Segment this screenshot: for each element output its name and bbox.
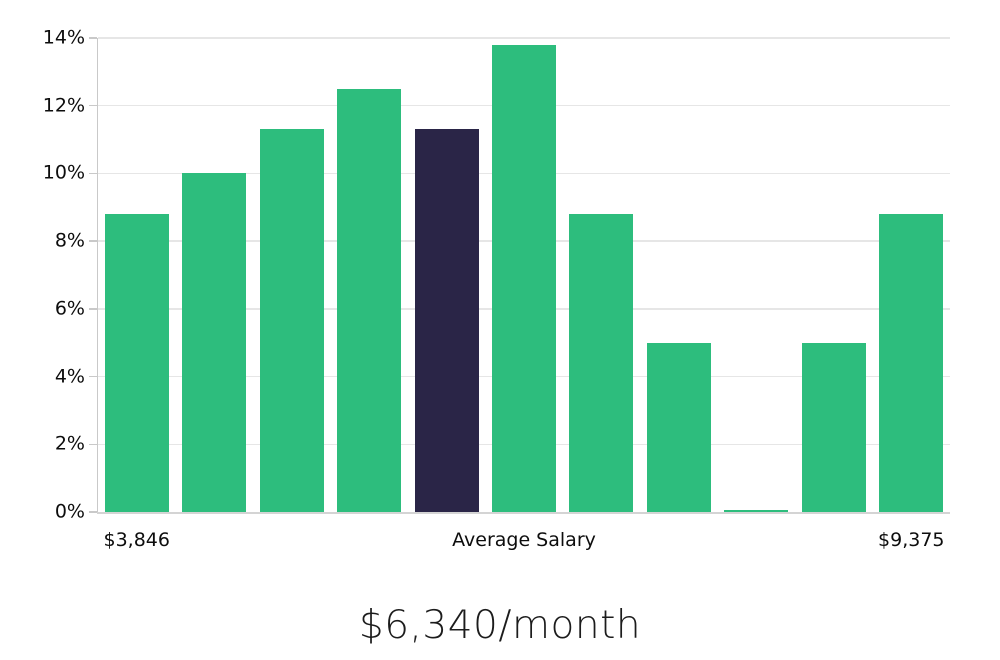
y-tick [88, 172, 97, 175]
y-tick-label: 14% [42, 26, 85, 49]
y-tick-label: 12% [42, 94, 85, 117]
y-tick [88, 511, 97, 513]
y-tick [88, 375, 97, 378]
plot-area: $3,846 Average Salary $9,375 0% 2% 4% 6% 8% 1… [43, 28, 950, 551]
bar [646, 342, 711, 512]
y-tick-label: 10% [42, 161, 85, 184]
x-axis-line [96, 512, 950, 514]
bar [801, 342, 866, 512]
x-tick-label-average-salary: Average Salary [452, 529, 596, 551]
chart-caption: $6,340/month [358, 603, 642, 648]
y-tick-label: 6% [54, 297, 85, 320]
bar [259, 129, 324, 512]
bar [879, 214, 944, 512]
y-tick [88, 240, 97, 242]
x-tick-label-max: $9,375 [878, 529, 945, 551]
bar [182, 173, 247, 512]
y-tick-label: 8% [54, 229, 85, 252]
y-tick-label: 0% [54, 500, 85, 523]
gridline [98, 37, 950, 39]
y-tick [88, 443, 97, 446]
y-tick [88, 104, 97, 107]
x-tick-label-min: $3,846 [103, 529, 170, 551]
y-tick [88, 308, 97, 310]
bar [337, 88, 402, 512]
highlighted-bar [414, 129, 479, 512]
y-tick-label: 4% [54, 365, 85, 388]
bar [492, 44, 556, 512]
bar [104, 214, 169, 512]
bar [569, 214, 634, 512]
y-tick [88, 37, 97, 39]
y-axis-line [96, 38, 98, 514]
bar [724, 510, 789, 512]
y-tick-label: 2% [54, 432, 85, 455]
